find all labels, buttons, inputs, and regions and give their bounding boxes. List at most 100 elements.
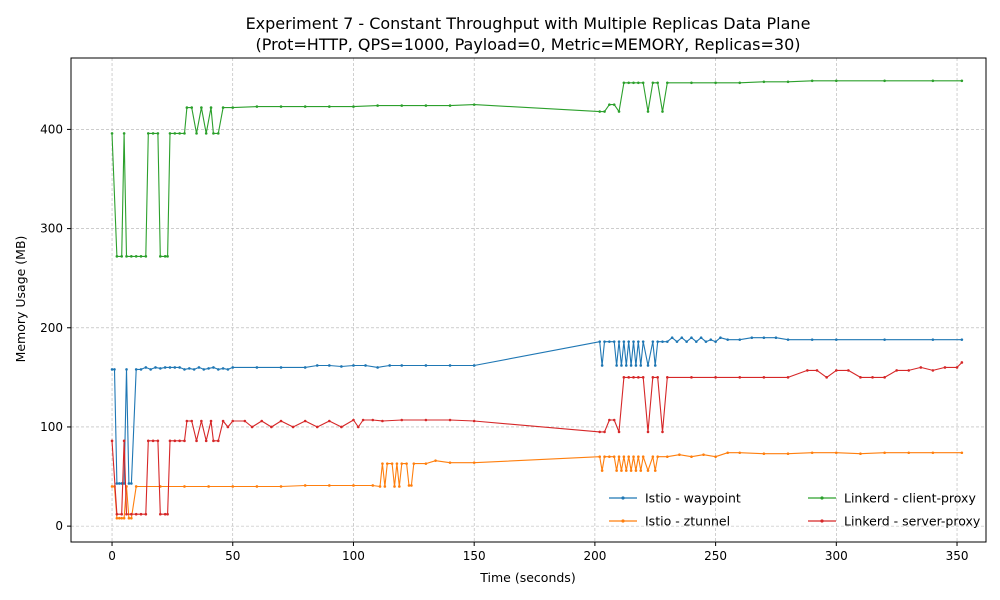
data-point [629, 364, 633, 367]
y-tick-label: 0 [55, 519, 63, 533]
data-point [859, 376, 862, 379]
data-point [750, 336, 754, 339]
data-point [154, 366, 157, 369]
data-point [895, 369, 898, 372]
data-point [835, 338, 838, 341]
data-point [226, 368, 230, 371]
data-point [424, 462, 428, 465]
data-point [183, 132, 186, 135]
data-point [279, 105, 283, 108]
data-point [127, 482, 131, 485]
x-axis-label: Time (seconds) [479, 570, 575, 585]
data-point [183, 439, 186, 443]
data-point [117, 482, 121, 485]
data-point [410, 484, 413, 487]
x-tick-label: 50 [225, 549, 240, 563]
data-point [620, 469, 623, 472]
data-point [632, 455, 635, 459]
data-point [641, 81, 645, 85]
data-point [806, 369, 809, 372]
data-point [352, 364, 355, 367]
data-point [448, 104, 452, 107]
data-point [960, 451, 964, 455]
chart-title: Experiment 7 - Constant Throughput with … [246, 14, 811, 33]
data-point [786, 376, 790, 379]
data-point [666, 81, 669, 85]
data-point [634, 469, 638, 472]
data-point [202, 368, 206, 371]
data-point [666, 376, 669, 379]
data-point [883, 451, 886, 455]
data-point [612, 340, 616, 343]
data-point [600, 364, 604, 367]
data-point [209, 419, 213, 423]
data-point [714, 81, 717, 85]
data-point [383, 485, 387, 488]
data-point [291, 425, 295, 429]
data-point [209, 106, 213, 109]
data-point [472, 103, 476, 106]
data-point [675, 340, 679, 343]
data-point [690, 376, 693, 379]
data-point [134, 255, 138, 258]
data-point [943, 366, 947, 369]
data-point [622, 340, 626, 343]
data-point [762, 452, 766, 456]
data-point [243, 419, 247, 423]
data-point [125, 368, 128, 371]
data-point [315, 425, 319, 429]
x-tick-label: 100 [342, 549, 365, 563]
legend-marker [820, 496, 824, 500]
data-point [398, 485, 401, 488]
data-point [612, 418, 616, 422]
data-point [159, 512, 162, 516]
data-point [835, 79, 838, 83]
data-point [738, 451, 742, 455]
data-point [639, 469, 643, 472]
chart-subtitle: (Prot=HTTP, QPS=1000, Payload=0, Metric=… [255, 35, 800, 54]
data-point [825, 376, 828, 379]
data-point [690, 81, 693, 85]
y-tick-label: 300 [40, 222, 63, 236]
data-point [603, 430, 606, 434]
legend-item: Linkerd - client-proxy [808, 491, 976, 506]
data-point [139, 255, 143, 258]
data-point [340, 425, 343, 429]
data-point [639, 364, 643, 367]
data-point [352, 484, 355, 487]
data-point [178, 439, 181, 443]
data-point [608, 455, 611, 459]
y-tick-label: 100 [40, 420, 63, 434]
data-point [178, 132, 181, 135]
data-point [117, 516, 121, 520]
data-point [960, 338, 964, 341]
data-point [646, 364, 650, 367]
data-point [400, 104, 404, 107]
data-point [448, 418, 452, 422]
data-point [666, 340, 669, 343]
data-point [617, 455, 621, 459]
data-point [110, 132, 114, 135]
data-point [151, 439, 155, 443]
data-point [598, 340, 602, 343]
data-point [110, 368, 114, 371]
data-point [303, 419, 307, 423]
data-point [166, 512, 169, 516]
data-point [714, 376, 717, 379]
data-point [637, 455, 640, 459]
y-axis-label: Memory Usage (MB) [13, 236, 28, 363]
data-point [656, 81, 659, 85]
data-point [627, 455, 630, 459]
data-point [395, 462, 399, 465]
data-point [173, 132, 177, 135]
data-point [598, 455, 602, 459]
data-point [612, 103, 616, 106]
data-point [931, 451, 935, 455]
x-tick-label: 350 [946, 549, 969, 563]
data-point [279, 485, 283, 488]
data-point [680, 336, 684, 339]
data-point [405, 462, 408, 465]
data-point [388, 364, 391, 367]
legend-item: Istio - waypoint [609, 491, 741, 506]
data-point [598, 110, 602, 113]
